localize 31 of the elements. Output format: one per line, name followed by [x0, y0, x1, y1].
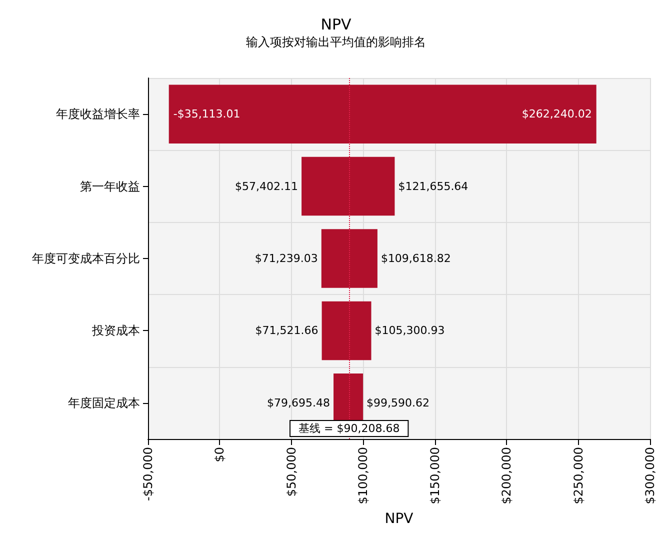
- y-tick-label: 年度可变成本百分比: [32, 252, 140, 266]
- bar: [302, 156, 395, 216]
- ref-line-label: 基线 = $90,208.68: [298, 422, 400, 435]
- y-tick-label: 年度固定成本: [68, 396, 140, 410]
- bar: [321, 229, 378, 288]
- annotation: $71,239.03: [254, 252, 318, 265]
- annotation: $57,402.11: [235, 180, 298, 193]
- annotation: $99,590.62: [366, 396, 430, 410]
- x-tick-label: $50,000: [284, 447, 298, 497]
- x-tick-label: $100,000: [356, 447, 370, 504]
- annotation: -$35,113.01: [173, 108, 240, 121]
- y-tick-label: 投资成本: [91, 324, 140, 338]
- x-tick-label: $200,000: [500, 447, 514, 504]
- annotation: $109,618.82: [380, 252, 451, 265]
- x-tick-label: $150,000: [428, 447, 442, 504]
- bar: [322, 301, 372, 360]
- annotation: $105,300.93: [374, 324, 445, 338]
- annotation: $262,240.02: [522, 108, 592, 121]
- x-axis-title: NPV: [384, 511, 414, 528]
- x-tick-label: -$50,000: [141, 447, 155, 501]
- bar: [168, 84, 596, 144]
- annotation: $121,655.64: [398, 180, 468, 193]
- x-tick-label: $300,000: [643, 447, 657, 504]
- y-tick-label: 第一年收益: [80, 179, 140, 194]
- chart-subtitle: 输入项按对输出平均值的影响排名: [246, 35, 426, 49]
- annotation: $71,521.66: [255, 324, 318, 338]
- annotation: $79,695.48: [267, 396, 330, 410]
- x-tick-label: $0: [212, 447, 227, 462]
- x-tick-label: $250,000: [571, 447, 586, 504]
- y-tick-label: 年度收益增长率: [56, 107, 140, 122]
- chart-title: NPV: [320, 16, 352, 34]
